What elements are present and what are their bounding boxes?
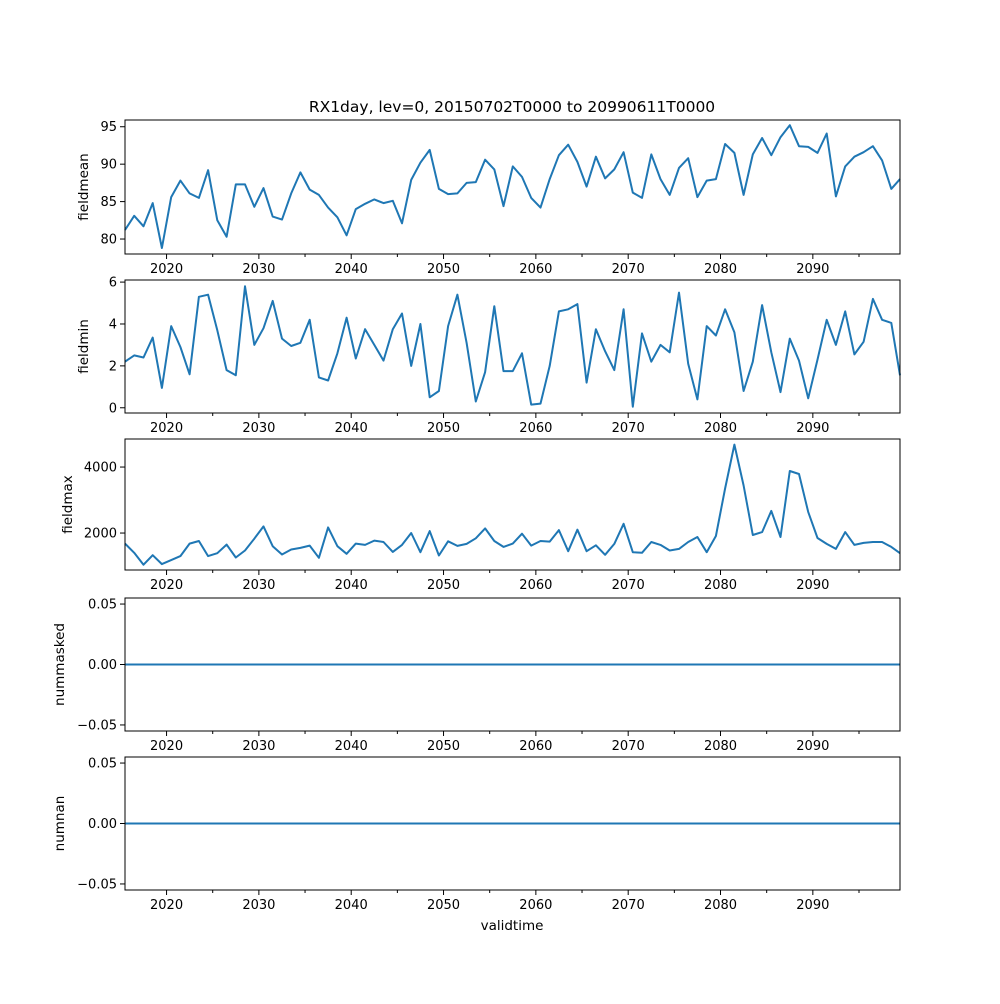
x-tick-label: 2030 <box>242 262 275 277</box>
x-tick-label: 2030 <box>242 898 275 913</box>
x-tick-label: 2090 <box>796 421 829 436</box>
x-tick-label: 2070 <box>612 898 645 913</box>
axes-frame-fieldmin <box>124 279 901 414</box>
series-line-fieldmax <box>124 443 901 566</box>
x-tick-label: 2090 <box>796 739 829 754</box>
x-tick-label: 2090 <box>796 578 829 593</box>
y-tick-label: 0.00 <box>88 658 117 673</box>
y-tick-label: 80 <box>100 233 117 248</box>
y-tick-label: 90 <box>100 158 117 173</box>
x-tick-label: 2040 <box>335 578 368 593</box>
x-tick-label: 2080 <box>704 262 737 277</box>
x-tick-label: 2090 <box>796 898 829 913</box>
x-tick-label: 2020 <box>150 898 183 913</box>
y-tick-label: 2000 <box>84 527 117 542</box>
y-axis-label: fieldmax <box>60 475 76 534</box>
x-tick-label: 2070 <box>612 578 645 593</box>
y-tick-label: 0.05 <box>88 598 117 613</box>
x-tick-label: 2040 <box>335 898 368 913</box>
x-tick-label: 2060 <box>519 421 552 436</box>
x-tick-label: 2040 <box>335 421 368 436</box>
x-tick-label: 2050 <box>427 262 460 277</box>
y-axis-label: nummasked <box>52 623 68 706</box>
y-tick-label: −0.05 <box>77 718 117 733</box>
y-tick-label: 6 <box>109 276 117 291</box>
x-tick-label: 2050 <box>427 898 460 913</box>
y-tick-label: 4 <box>109 317 117 332</box>
y-tick-label: 85 <box>100 195 117 210</box>
x-tick-label: 2020 <box>150 578 183 593</box>
x-tick-label: 2080 <box>704 578 737 593</box>
series-line-fieldmin <box>124 285 901 408</box>
axes-frame-fieldmean <box>124 119 901 255</box>
axes-frame-fieldmax <box>124 438 901 571</box>
x-tick-label: 2090 <box>796 262 829 277</box>
y-tick-label: 4000 <box>84 461 117 476</box>
x-tick-label: 2050 <box>427 739 460 754</box>
x-tick-label: 2080 <box>704 739 737 754</box>
y-axis-label: numnan <box>52 796 68 852</box>
x-tick-label: 2040 <box>335 262 368 277</box>
x-tick-label: 2030 <box>242 578 275 593</box>
x-tick-label: 2070 <box>612 739 645 754</box>
x-tick-label: 2060 <box>519 262 552 277</box>
y-tick-label: 0.00 <box>88 817 117 832</box>
x-tick-label: 2070 <box>612 421 645 436</box>
y-tick-label: 2 <box>109 359 117 374</box>
y-tick-label: 0 <box>109 401 117 416</box>
x-axis-label: validtime <box>481 918 544 934</box>
x-tick-label: 2040 <box>335 739 368 754</box>
y-axis-label: fieldmin <box>76 319 92 374</box>
x-tick-label: 2030 <box>242 739 275 754</box>
x-tick-label: 2070 <box>612 262 645 277</box>
x-tick-label: 2050 <box>427 421 460 436</box>
x-tick-label: 2060 <box>519 578 552 593</box>
y-tick-label: 0.05 <box>88 757 117 772</box>
y-tick-label: 95 <box>100 120 117 135</box>
x-tick-label: 2020 <box>150 421 183 436</box>
y-tick-label: −0.05 <box>77 877 117 892</box>
x-tick-label: 2020 <box>150 739 183 754</box>
x-tick-label: 2060 <box>519 898 552 913</box>
x-tick-label: 2060 <box>519 739 552 754</box>
x-tick-label: 2080 <box>704 421 737 436</box>
x-tick-label: 2020 <box>150 262 183 277</box>
chart-title: RX1day, lev=0, 20150702T0000 to 20990611… <box>309 98 715 116</box>
x-tick-label: 2050 <box>427 578 460 593</box>
series-line-fieldmean <box>124 124 901 249</box>
x-tick-label: 2030 <box>242 421 275 436</box>
y-axis-label: fieldmean <box>76 153 92 220</box>
x-tick-label: 2080 <box>704 898 737 913</box>
